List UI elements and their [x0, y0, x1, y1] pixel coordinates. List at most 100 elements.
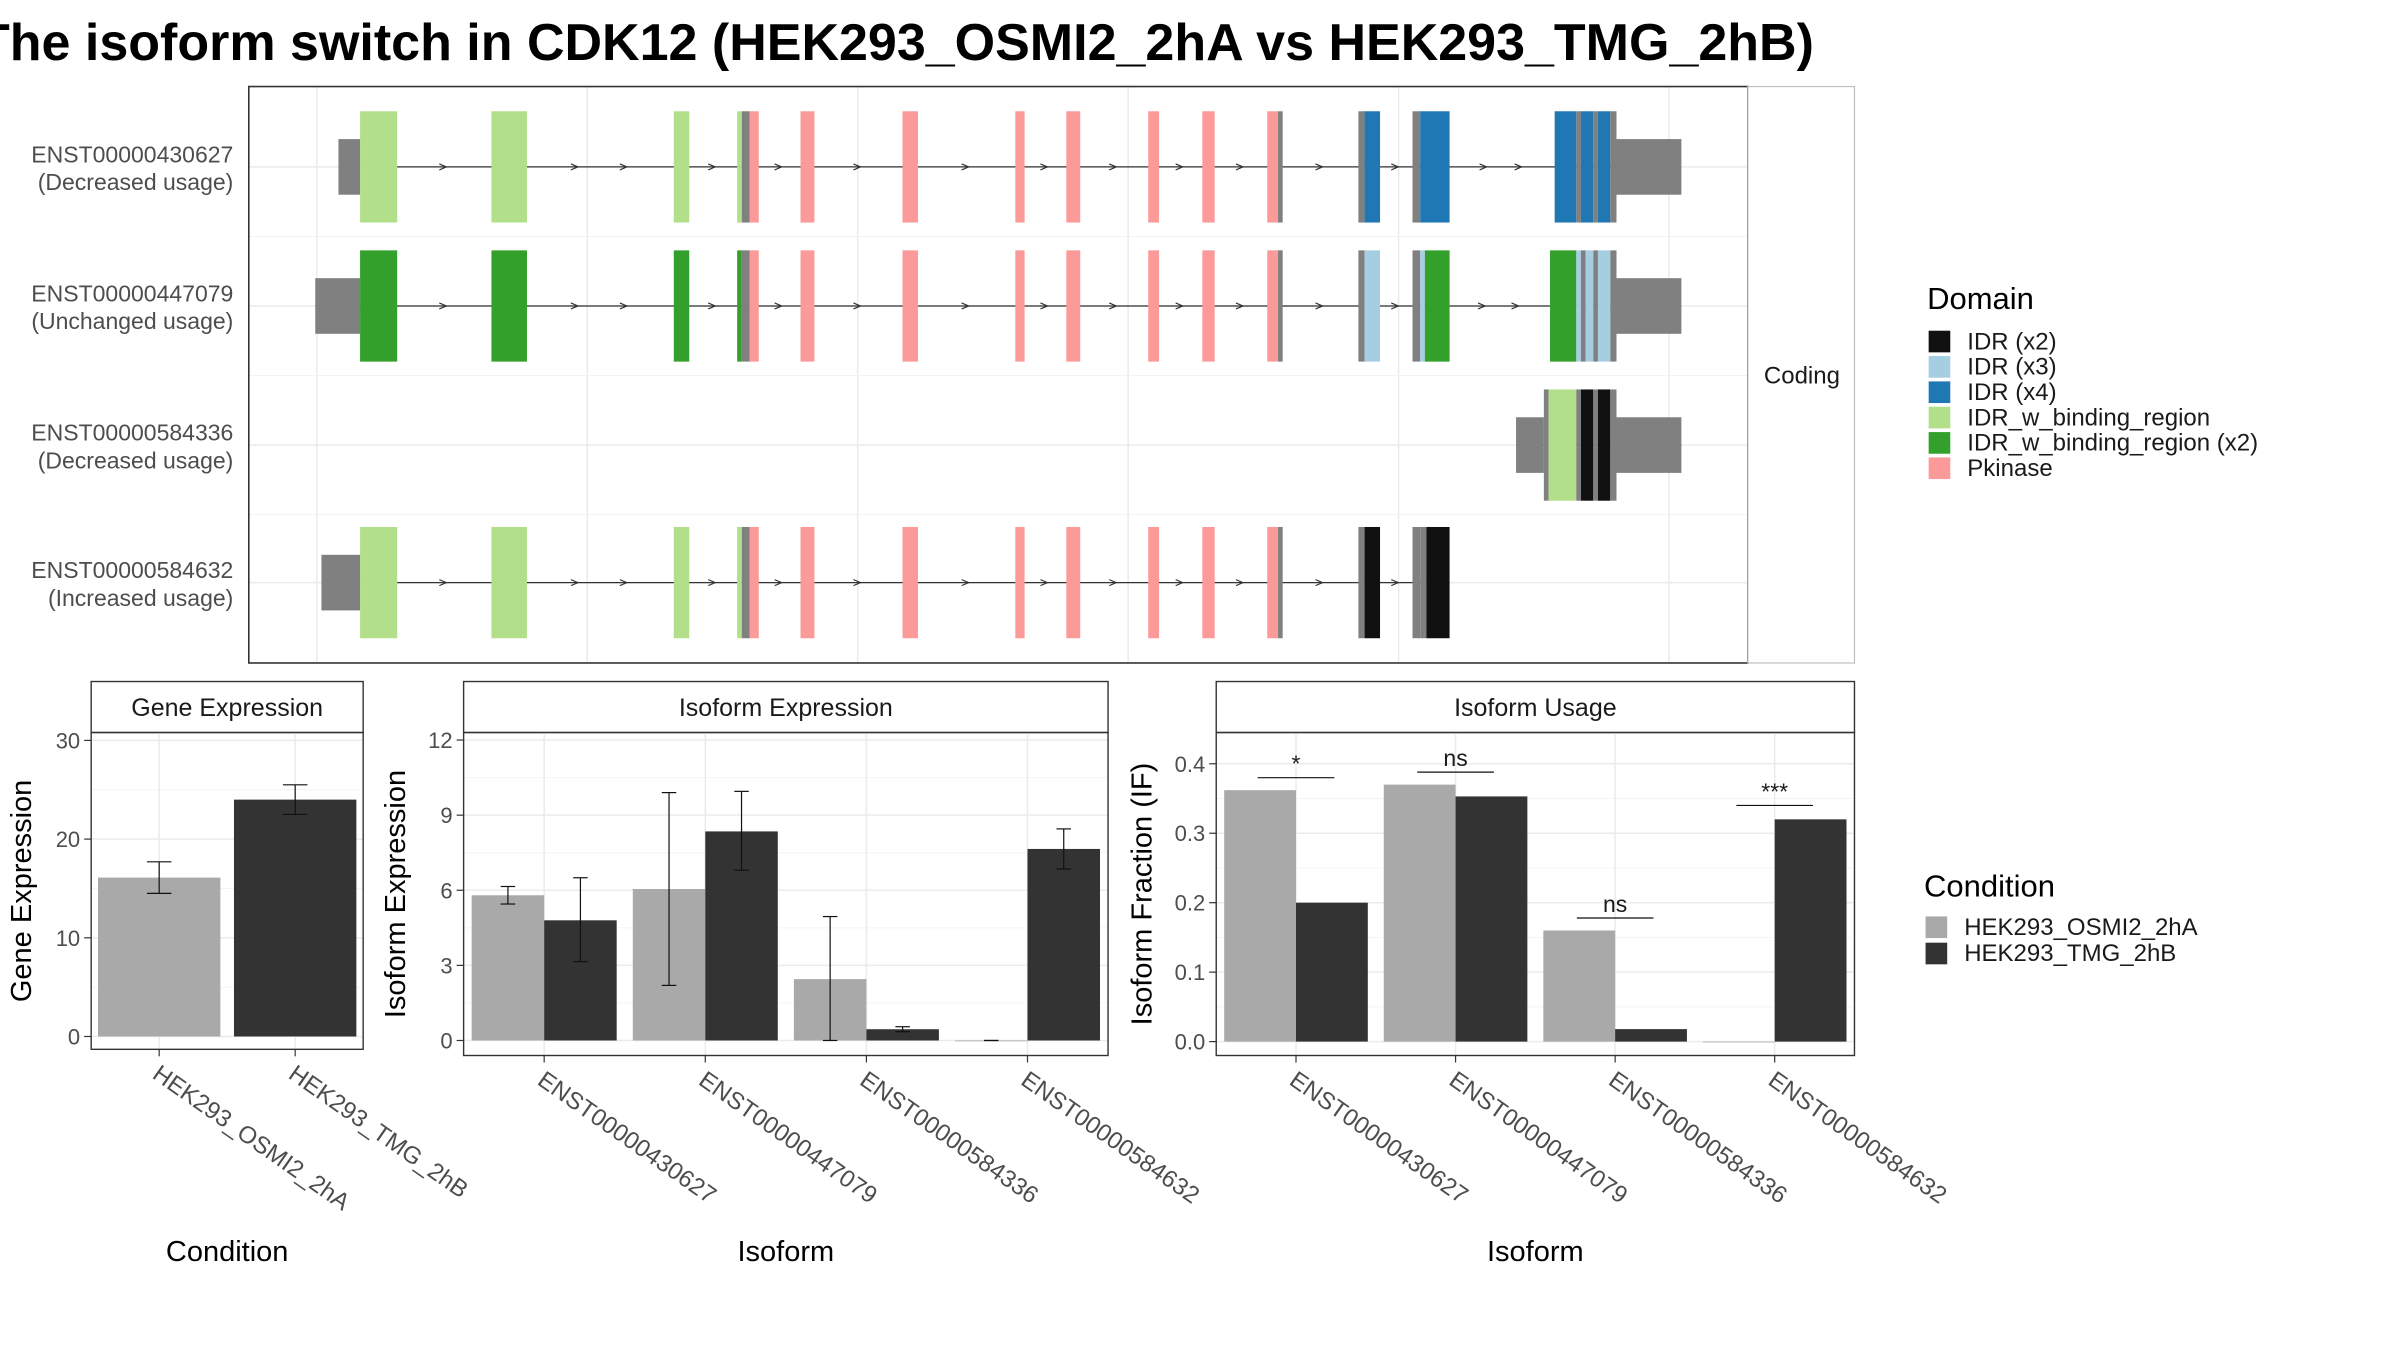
intron-arrow — [1235, 163, 1245, 171]
intron-arrow — [707, 302, 717, 310]
panel-strip-label: Isoform Expression — [679, 694, 893, 722]
domain-block — [1550, 250, 1577, 362]
intron-arrow — [439, 163, 448, 171]
domain-legend-label: Pkinase — [1967, 455, 2052, 482]
domain-block — [1202, 250, 1215, 362]
intron-arrow — [853, 579, 862, 587]
intron-arrow — [1391, 302, 1400, 310]
isoform-label: ENST00000584336 — [31, 419, 233, 445]
panel-strip — [462, 680, 1109, 734]
x-tick-label: ENST00000584632 — [1016, 1066, 1204, 1209]
intron-arrow — [1108, 579, 1118, 587]
intron-arrow — [707, 163, 717, 171]
intron-arrow — [774, 163, 784, 171]
domain-legend-swatch — [1928, 432, 1951, 454]
domain-block — [673, 526, 690, 639]
intron-arrow — [439, 579, 448, 587]
y-tick-label: 0.2 — [1175, 891, 1206, 916]
domain-block — [749, 111, 759, 223]
panel-border — [462, 731, 1109, 1057]
domain-block — [1420, 250, 1425, 362]
domain-block — [1364, 250, 1381, 362]
exon-block — [1610, 389, 1617, 501]
exon-block — [1420, 526, 1427, 639]
coding-facet-label: Coding — [1764, 362, 1840, 389]
intron-arrow — [1175, 302, 1185, 310]
domain-block — [902, 526, 918, 639]
domain-block — [360, 250, 398, 362]
intron-arrow — [853, 302, 862, 310]
isoform-track-ENST00000447079 — [315, 250, 1682, 362]
isoform-structure-panel: ENST00000430627(Decreased usage)ENST0000… — [31, 85, 1856, 664]
condition-legend-label: HEK293_OSMI2_2hA — [1964, 914, 2197, 941]
utr-block — [1516, 417, 1544, 473]
domain-block — [1015, 250, 1025, 362]
utr-block — [338, 139, 361, 195]
intron-arrow — [1315, 579, 1325, 587]
bar — [1774, 819, 1847, 1042]
domain-legend-swatch — [1928, 356, 1951, 378]
intron-arrow — [1235, 579, 1245, 587]
y-tick-label: 20 — [56, 827, 80, 852]
x-axis-title: Isoform — [1487, 1236, 1584, 1268]
panel-strip-label: Isoform Usage — [1454, 694, 1617, 722]
utr-block — [1616, 139, 1682, 195]
domain-legend-label: IDR_w_binding_region (x2) — [1967, 430, 2258, 457]
intron-arrow — [570, 302, 580, 310]
intron-arrow — [961, 163, 971, 171]
isoform-track-ENST00000584336 — [1516, 389, 1682, 501]
domain-block — [491, 111, 527, 223]
bar — [1543, 930, 1616, 1042]
domain-block — [1148, 111, 1160, 223]
domain-block — [1066, 111, 1081, 223]
bar — [471, 895, 545, 1041]
exon-block — [741, 250, 750, 362]
domain-block — [360, 111, 398, 223]
domain-block — [1202, 111, 1215, 223]
isoform-track-ENST00000430627 — [338, 111, 1682, 223]
x-axis-title: Isoform — [737, 1236, 834, 1268]
condition-legend-label: HEK293_TMG_2hB — [1964, 940, 2176, 967]
x-tick-label: ENST00000447079 — [694, 1066, 882, 1209]
x-axis-title: Condition — [166, 1236, 289, 1268]
utr-block — [315, 278, 361, 334]
y-axis-title: Isoform Fraction (IF) — [1126, 763, 1158, 1026]
intron-arrow — [1511, 302, 1521, 310]
significance-label: ns — [1603, 891, 1627, 917]
bar — [1383, 784, 1456, 1042]
intron-arrow — [1040, 302, 1049, 310]
exon-block — [1576, 111, 1581, 223]
intron-arrow — [853, 163, 862, 171]
y-tick-label: 0.0 — [1175, 1030, 1206, 1055]
domain-block — [1066, 526, 1081, 639]
y-tick-label: 3 — [440, 953, 452, 978]
x-tick-label: ENST00000430627 — [533, 1066, 721, 1209]
exon-block — [1610, 250, 1617, 362]
domain-block — [1597, 389, 1611, 501]
intron-arrow — [1391, 163, 1400, 171]
bar — [1296, 902, 1368, 1042]
utr-block — [1616, 417, 1682, 473]
isoform-usage-label: (Unchanged usage) — [31, 308, 233, 334]
intron-arrow — [1477, 302, 1487, 310]
exon-block — [1412, 111, 1421, 223]
exon-block — [1278, 526, 1283, 639]
domain-legend-swatch — [1928, 406, 1951, 429]
isoform-usage-panel: Isoform Usage*ENST00000430627nsENST00000… — [1126, 680, 1951, 1268]
domain-block — [1548, 389, 1577, 501]
intron-arrow — [1175, 163, 1185, 171]
intron-arrow — [774, 579, 784, 587]
intron-arrow — [961, 302, 971, 310]
exon-block — [1610, 111, 1617, 223]
domain-block — [491, 526, 527, 639]
condition-legend-title: Condition — [1924, 868, 2055, 903]
structure-plot-background — [248, 86, 1748, 663]
exon-block — [741, 111, 750, 223]
intron-arrow — [619, 163, 629, 171]
y-tick-label: 0 — [440, 1028, 452, 1053]
domain-block — [1148, 250, 1160, 362]
isoform-label: ENST00000584632 — [31, 557, 233, 583]
